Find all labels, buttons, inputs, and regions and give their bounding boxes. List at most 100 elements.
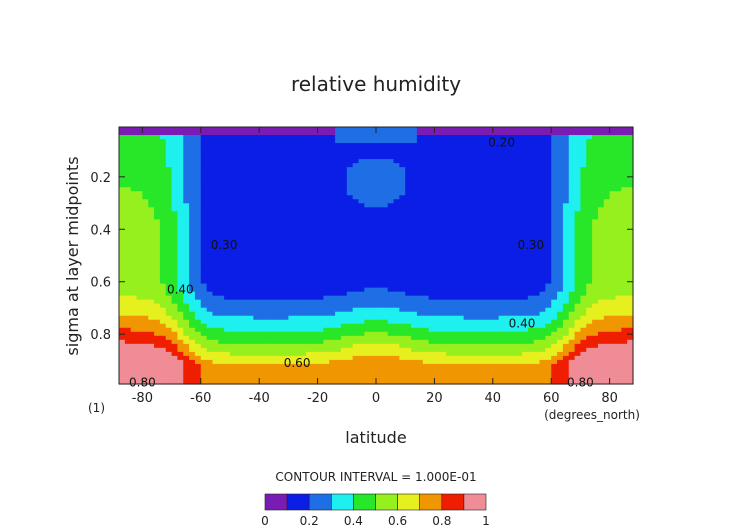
field-cell — [247, 187, 254, 192]
field-cell — [346, 351, 354, 357]
field-cell — [177, 215, 184, 220]
field-cell — [469, 247, 476, 253]
field-cell — [621, 223, 628, 228]
field-cell — [148, 151, 155, 156]
field-cell — [253, 331, 260, 337]
field-cell — [276, 183, 284, 188]
field-cell — [282, 323, 289, 329]
field-cell — [416, 215, 424, 220]
field-cell — [381, 167, 389, 172]
field-cell — [189, 143, 196, 148]
field-cell — [580, 135, 587, 140]
field-cell — [282, 183, 289, 188]
field-cell — [218, 155, 225, 160]
field-cell — [159, 163, 167, 168]
field-cell — [492, 271, 500, 277]
field-cell — [586, 299, 593, 305]
field-cell — [265, 211, 272, 216]
field-cell — [597, 127, 605, 132]
field-cell — [119, 167, 126, 172]
field-cell — [364, 143, 371, 148]
field-cell — [376, 279, 383, 285]
field-cell — [335, 147, 342, 152]
field-cell — [562, 171, 570, 176]
field-cell — [416, 239, 424, 245]
field-cell — [387, 303, 395, 309]
field-cell — [615, 231, 622, 237]
field-cell — [136, 327, 143, 333]
field-cell — [212, 287, 219, 293]
field-cell — [364, 339, 371, 345]
field-cell — [323, 183, 330, 188]
field-cell — [621, 219, 628, 224]
field-cell — [235, 315, 243, 321]
field-cell — [294, 199, 301, 204]
field-cell — [218, 279, 225, 285]
field-cell — [416, 299, 424, 305]
field-cell — [592, 195, 599, 200]
field-cell — [224, 319, 231, 325]
field-cell — [346, 167, 354, 172]
field-cell — [440, 191, 447, 196]
field-cell — [434, 319, 441, 325]
field-cell — [340, 247, 348, 253]
field-cell — [481, 247, 488, 253]
field-cell — [259, 291, 266, 297]
field-cell — [247, 203, 254, 208]
field-cell — [551, 243, 558, 249]
field-cell — [241, 175, 249, 180]
field-cell — [627, 147, 634, 152]
field-cell — [609, 279, 617, 285]
field-cell — [592, 171, 599, 176]
field-cell — [265, 219, 272, 224]
field-cell — [119, 179, 126, 184]
field-cell — [405, 351, 412, 357]
field-cell — [229, 139, 237, 144]
field-cell — [609, 139, 617, 144]
field-cell — [592, 327, 599, 333]
field-cell — [311, 235, 319, 241]
field-cell — [376, 183, 383, 188]
field-cell — [364, 203, 371, 208]
field-cell — [510, 343, 517, 349]
field-cell — [142, 319, 149, 325]
field-cell — [183, 211, 190, 216]
field-cell — [165, 323, 173, 329]
field-cell — [171, 167, 179, 172]
field-cell — [323, 223, 330, 228]
field-cell — [621, 207, 628, 212]
field-cell — [276, 259, 284, 265]
field-cell — [206, 327, 214, 333]
field-cell — [183, 219, 190, 224]
field-cell — [200, 183, 208, 188]
field-cell — [130, 187, 138, 192]
field-cell — [422, 283, 430, 289]
field-cell — [177, 263, 184, 269]
field-cell — [194, 231, 202, 237]
field-cell — [574, 227, 582, 233]
field-cell — [300, 227, 307, 233]
field-cell — [358, 183, 365, 188]
field-cell — [235, 255, 243, 261]
field-cell — [434, 155, 441, 160]
field-cell — [119, 135, 126, 140]
field-cell — [340, 179, 348, 184]
field-cell — [451, 179, 459, 184]
field-cell — [440, 199, 447, 204]
field-cell — [148, 239, 155, 245]
field-cell — [440, 343, 447, 349]
field-cell — [498, 251, 506, 257]
field-cell — [516, 255, 523, 261]
field-cell — [253, 303, 260, 309]
field-cell — [364, 327, 371, 333]
field-cell — [241, 231, 249, 237]
field-cell — [212, 191, 219, 196]
field-cell — [457, 347, 465, 353]
field-cell — [206, 255, 214, 261]
field-cell — [194, 147, 202, 152]
field-cell — [300, 315, 307, 321]
field-cell — [364, 279, 371, 285]
field-cell — [329, 263, 336, 269]
field-cell — [206, 223, 214, 228]
field-cell — [206, 263, 214, 269]
